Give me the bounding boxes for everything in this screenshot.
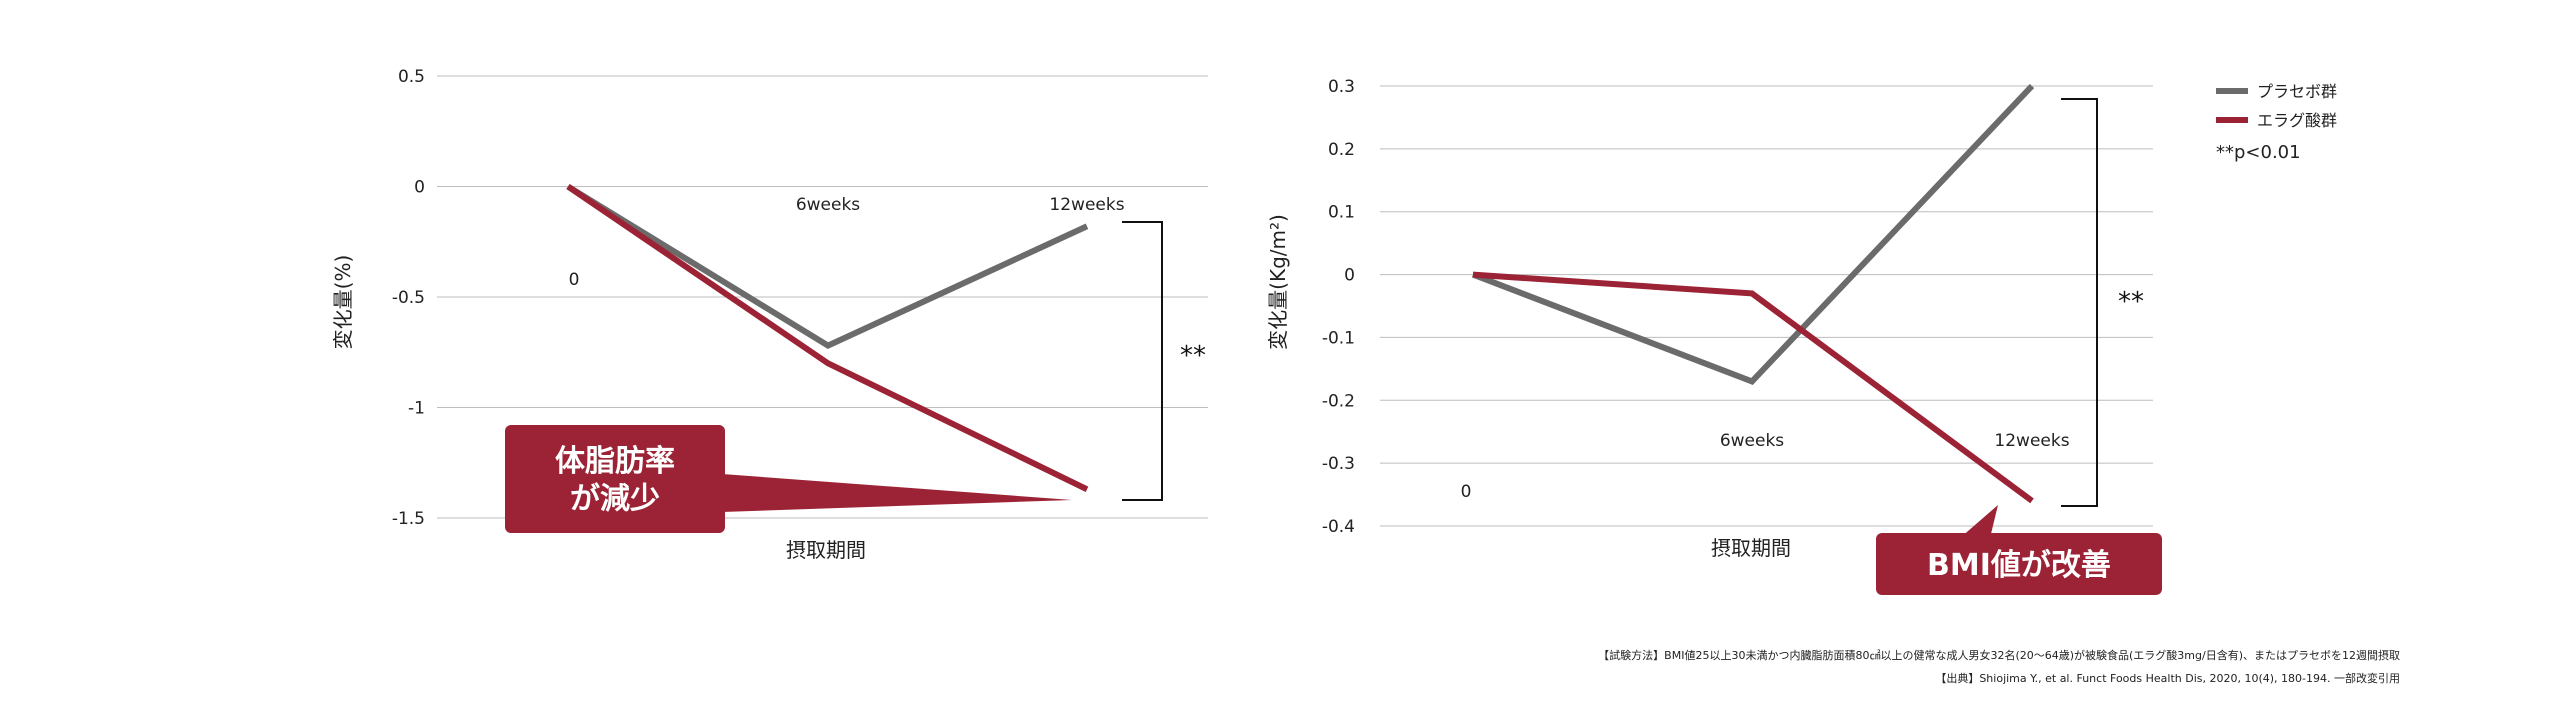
y-tick-label: -0.5 (392, 288, 425, 308)
x-tick-label: 6weeks (796, 195, 860, 215)
series-line (1471, 83, 2035, 385)
legend-label: プラセボ群 (2257, 82, 2337, 101)
x-axis-label: 摂取期間 (1711, 536, 1791, 560)
callout-text: BMI値が改善 (1927, 548, 2111, 583)
significance-marker: ** (1180, 341, 1206, 371)
callout-box (1876, 533, 2162, 595)
y-tick-label: -0.3 (1322, 454, 1355, 474)
y-tick-label: -0.4 (1322, 517, 1355, 537)
x-tick-label: 0 (569, 270, 580, 290)
significance-bracket (1122, 221, 1163, 501)
x-axis-label: 摂取期間 (786, 538, 866, 562)
footnote-method: 【試験方法】BMI値25以上30未満かつ内臓脂肪面積80㎠以上の健常な成人男女3… (1598, 649, 2400, 662)
callout-text: が減少 (570, 482, 660, 517)
callout-pointer (1960, 505, 1998, 538)
chart-body-fat: 0.5 0 -0.5 -1 -1.5 0 6weeks 12weeks 変化量(%) 摂取期間 **… (331, 67, 1208, 562)
x-tick-label: 6weeks (1720, 431, 1784, 451)
chart-bmi: 0.3 0.2 0.1 0 -0.1 -0.2 -0.3 -0.4 0 6weeks 12weeks… (1266, 77, 2337, 595)
legend-label: エラグ酸群 (2257, 111, 2337, 130)
x-tick-label: 0 (1461, 482, 1472, 502)
y-tick-label: -1 (408, 399, 425, 419)
series-line (566, 183, 1089, 350)
y-tick-label: 0 (1344, 266, 1355, 286)
footnote-source: 【出典】Shiojima Y., et al. Funct Foods Heal… (1935, 672, 2400, 685)
y-tick-label: 0 (414, 178, 425, 198)
y-tick-label: 0.5 (398, 67, 425, 87)
series-line (1472, 271, 2034, 504)
callout-pointer (722, 474, 1072, 512)
callout-text: 体脂肪率 (555, 444, 675, 479)
y-tick-label: 0.3 (1328, 77, 1355, 97)
legend-note: **p<0.01 (2216, 142, 2301, 163)
y-tick-label: -0.2 (1322, 391, 1355, 411)
x-tick-label: 12weeks (1049, 195, 1124, 215)
x-tick-label: 12weeks (1994, 431, 2069, 451)
significance-marker: ** (2118, 287, 2144, 317)
callout-box (505, 425, 725, 533)
y-tick-label: 0.2 (1328, 140, 1355, 160)
y-tick-label: 0.1 (1328, 203, 1355, 223)
y-axis-label: 変化量(Kg/m²) (1266, 214, 1290, 350)
y-tick-label: -0.1 (1322, 328, 1355, 348)
y-tick-label: -1.5 (392, 509, 425, 529)
y-axis-label: 変化量(%) (331, 255, 355, 350)
significance-bracket (2061, 98, 2098, 507)
series-line (566, 184, 1089, 492)
